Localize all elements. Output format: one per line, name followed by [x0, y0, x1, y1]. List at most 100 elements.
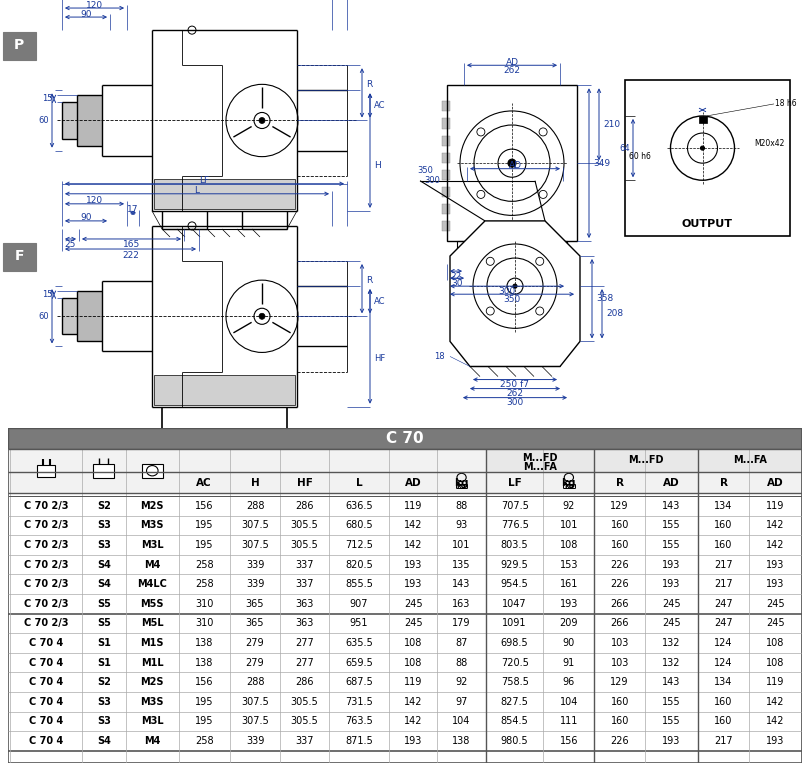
Text: S1: S1: [97, 658, 110, 668]
Text: 300: 300: [424, 177, 440, 185]
Text: M3L: M3L: [141, 716, 164, 726]
Text: 195: 195: [195, 540, 214, 550]
FancyBboxPatch shape: [62, 298, 77, 335]
FancyBboxPatch shape: [8, 449, 802, 493]
Text: F: F: [15, 249, 23, 263]
FancyBboxPatch shape: [154, 179, 295, 209]
Text: 60 h6: 60 h6: [629, 152, 651, 160]
Text: 90: 90: [81, 214, 92, 222]
Text: M2S: M2S: [140, 501, 164, 511]
Text: HF: HF: [297, 477, 313, 487]
Text: 129: 129: [610, 501, 629, 511]
Text: 96: 96: [563, 677, 575, 687]
Text: 165: 165: [123, 241, 140, 250]
Text: 22: 22: [451, 271, 462, 281]
Text: kg: kg: [455, 477, 469, 487]
FancyBboxPatch shape: [93, 463, 114, 478]
Text: C 70 2/3: C 70 2/3: [24, 599, 69, 609]
Text: 707.5: 707.5: [501, 501, 529, 511]
Text: 279: 279: [246, 658, 264, 668]
Text: 258: 258: [195, 736, 214, 746]
FancyBboxPatch shape: [442, 153, 450, 163]
Text: C 70 4: C 70 4: [29, 697, 63, 707]
Text: C 70 2/3: C 70 2/3: [24, 560, 69, 570]
Text: 124: 124: [714, 658, 733, 668]
Text: 226: 226: [610, 736, 629, 746]
Text: 217: 217: [714, 579, 733, 589]
Text: 18 h6: 18 h6: [775, 99, 796, 109]
Text: M20x42: M20x42: [754, 139, 785, 147]
Text: 92: 92: [455, 677, 467, 687]
Text: 101: 101: [559, 520, 578, 530]
Text: 142: 142: [767, 697, 785, 707]
Text: 93: 93: [455, 520, 467, 530]
Text: 307.5: 307.5: [241, 716, 269, 726]
Text: AD: AD: [405, 477, 422, 487]
Text: 60: 60: [38, 311, 48, 321]
Text: 247: 247: [714, 599, 733, 609]
Text: 763.5: 763.5: [345, 716, 372, 726]
Text: 193: 193: [404, 736, 422, 746]
Text: 64: 64: [619, 143, 629, 153]
Text: 18: 18: [434, 352, 445, 361]
Text: 160: 160: [610, 716, 629, 726]
Text: 305.5: 305.5: [291, 716, 318, 726]
Text: S3: S3: [97, 716, 110, 726]
FancyBboxPatch shape: [62, 103, 77, 139]
Text: 339: 339: [246, 736, 264, 746]
Text: 129: 129: [610, 677, 629, 687]
Circle shape: [259, 117, 265, 123]
Text: 91: 91: [563, 658, 575, 668]
Text: 108: 108: [767, 638, 784, 648]
Text: 307.5: 307.5: [241, 697, 269, 707]
Text: 1047: 1047: [502, 599, 527, 609]
Text: M1S: M1S: [140, 638, 164, 648]
Text: 142: 142: [767, 540, 785, 550]
Text: AD: AD: [767, 477, 783, 487]
Text: 155: 155: [663, 697, 681, 707]
Text: LF: LF: [508, 477, 521, 487]
Text: 132: 132: [663, 658, 681, 668]
Text: S3: S3: [97, 697, 110, 707]
Text: 300: 300: [506, 398, 524, 407]
Text: 310: 310: [195, 618, 214, 628]
Text: 92: 92: [563, 501, 575, 511]
Text: 350: 350: [417, 167, 433, 175]
Text: C 70 2/3: C 70 2/3: [24, 579, 69, 589]
Text: 87: 87: [455, 638, 467, 648]
Text: 15: 15: [42, 290, 52, 299]
Text: 305.5: 305.5: [291, 520, 318, 530]
Text: 155: 155: [663, 716, 681, 726]
Text: 687.5: 687.5: [345, 677, 372, 687]
Text: OUTPUT: OUTPUT: [682, 219, 733, 229]
FancyBboxPatch shape: [486, 449, 594, 473]
Text: 266: 266: [610, 618, 629, 628]
Text: 88: 88: [455, 658, 467, 668]
Text: 307.5: 307.5: [241, 540, 269, 550]
Text: 119: 119: [767, 501, 784, 511]
Text: 217: 217: [714, 560, 733, 570]
Text: M4LC: M4LC: [137, 579, 167, 589]
Text: 250 f7: 250 f7: [501, 380, 530, 389]
Text: AC: AC: [374, 101, 385, 110]
Text: 119: 119: [404, 677, 422, 687]
Text: 119: 119: [404, 501, 422, 511]
FancyBboxPatch shape: [154, 375, 295, 405]
Text: 305.5: 305.5: [291, 697, 318, 707]
Text: 820.5: 820.5: [345, 560, 372, 570]
Text: 871.5: 871.5: [345, 736, 372, 746]
Text: 30: 30: [451, 278, 463, 288]
Text: 310: 310: [195, 599, 214, 609]
Text: 258: 258: [195, 579, 214, 589]
Text: H: H: [251, 477, 260, 487]
Text: C 70 2/3: C 70 2/3: [24, 520, 69, 530]
Text: 5: 5: [144, 428, 150, 437]
Text: M4: M4: [144, 736, 160, 746]
Circle shape: [508, 159, 516, 167]
Text: 659.5: 659.5: [345, 658, 372, 668]
Text: 288: 288: [246, 501, 264, 511]
Text: 142: 142: [404, 716, 422, 726]
Text: 339: 339: [246, 579, 264, 589]
Text: 134: 134: [714, 677, 733, 687]
Text: 245: 245: [767, 599, 785, 609]
